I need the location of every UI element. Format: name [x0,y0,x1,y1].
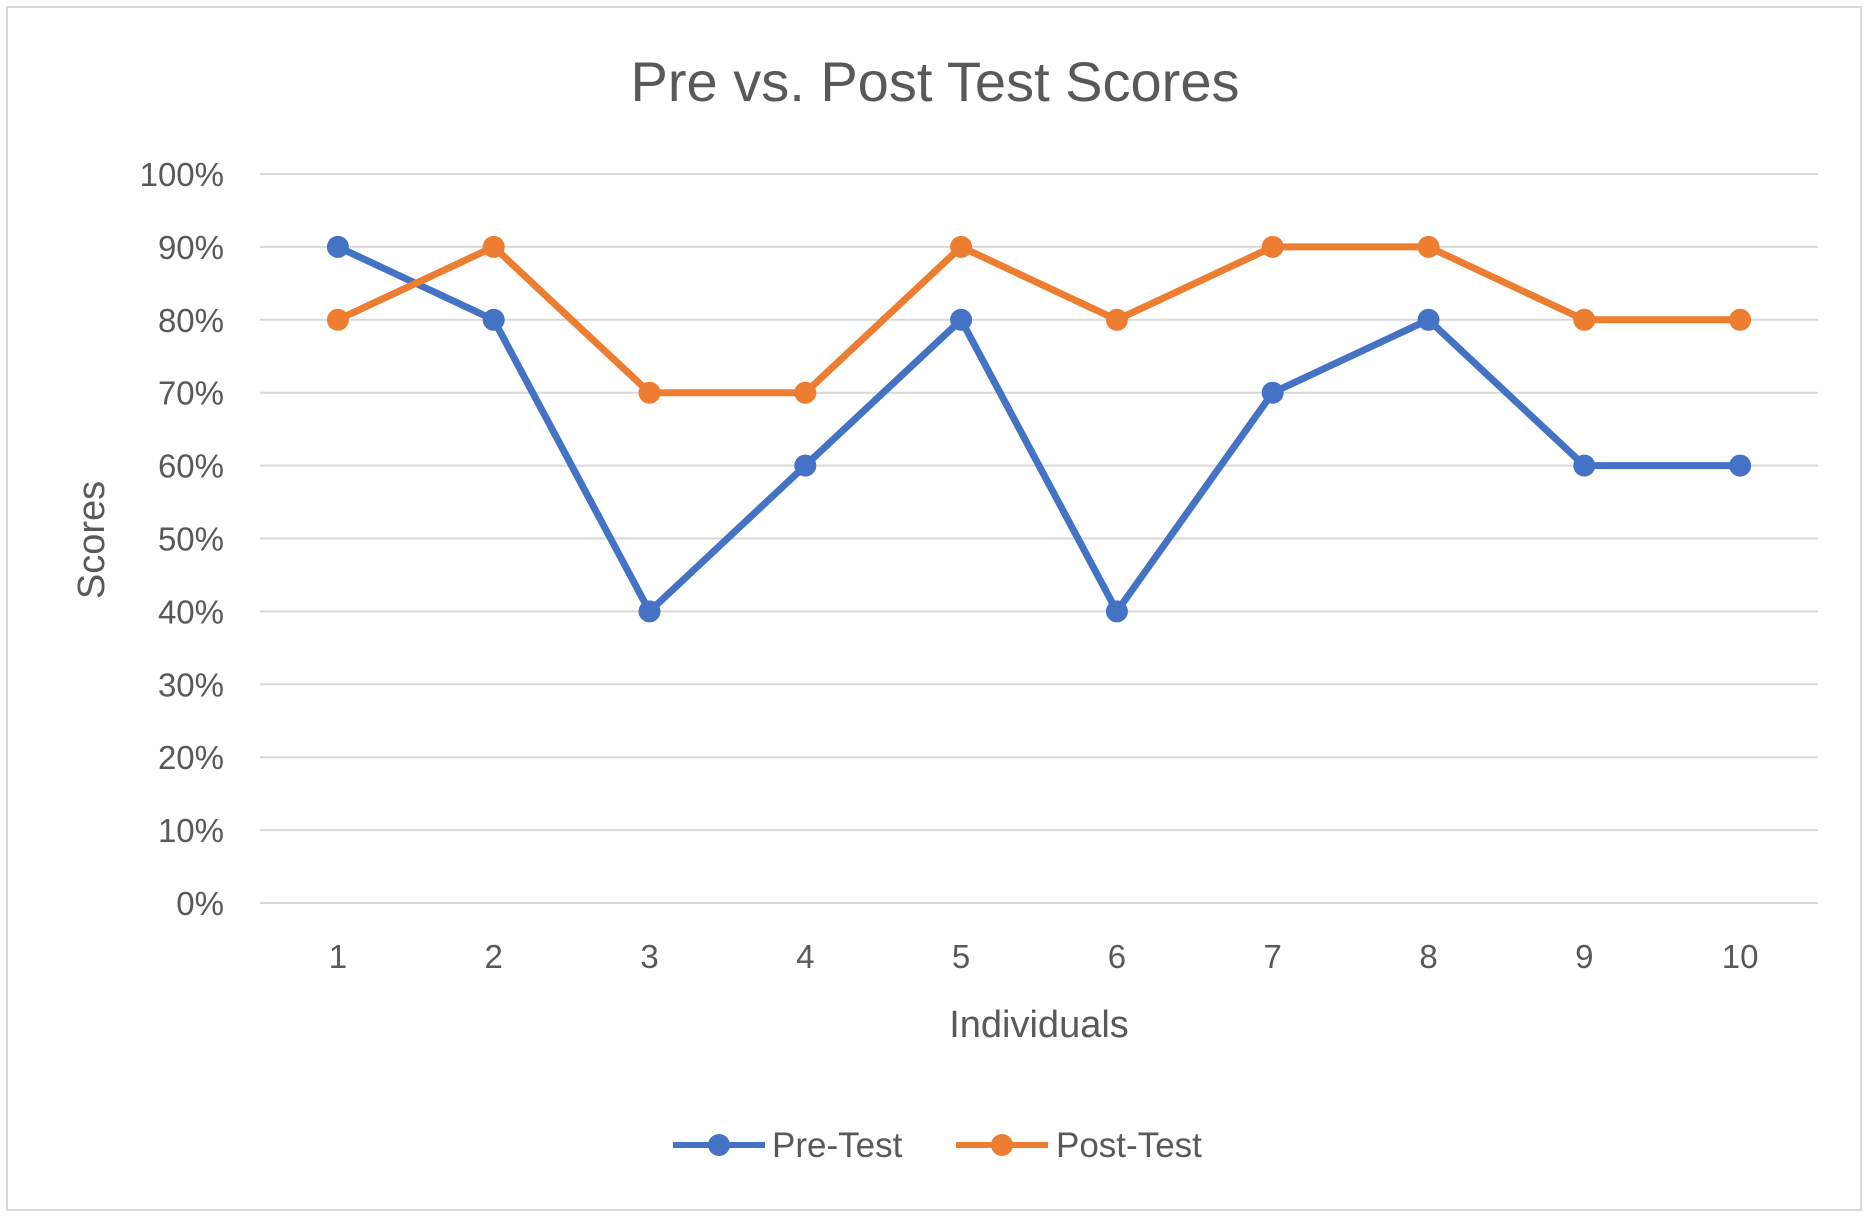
data-point [326,235,349,258]
y-tick-label: 80% [158,302,224,339]
legend-label-post-test: Post-Test [1056,1126,1202,1165]
data-point [794,454,817,477]
x-tick-label: 5 [952,938,970,975]
series-post-test [326,235,1752,404]
series-lines [326,235,1752,623]
legend-label-pre-test: Pre-Test [772,1126,903,1165]
y-tick-label: 90% [158,229,224,266]
x-tick-label: 4 [796,938,814,975]
legend: Pre-Test Post-Test [673,1126,1202,1165]
legend-item-post-test: Post-Test [956,1126,1202,1165]
x-tick-label: 2 [485,938,503,975]
legend-swatch-marker [991,1134,1013,1156]
x-tick-label: 8 [1419,938,1437,975]
data-point [1105,308,1128,331]
chart-title: Pre vs. Post Test Scores [631,50,1240,113]
series-pre-test [326,235,1752,623]
data-point [1417,235,1440,258]
y-tick-label: 10% [158,812,224,849]
y-axis-label: Scores [71,481,113,599]
data-point [638,381,661,404]
data-point [1573,308,1596,331]
y-tick-label: 40% [158,593,224,630]
data-point [950,235,973,258]
data-point [1573,454,1596,477]
y-tick-label: 20% [158,739,224,776]
x-tick-label: 6 [1108,938,1126,975]
y-tick-label: 100% [140,156,224,193]
chart-frame [6,6,1862,1211]
y-tick-label: 60% [158,448,224,485]
series-line [334,243,1744,615]
y-tick-label: 50% [158,521,224,558]
data-point [794,381,817,404]
y-tick-label: 0% [176,885,224,922]
data-point [326,308,349,331]
data-point [482,235,505,258]
x-tick-label: 10 [1722,938,1759,975]
data-point [1261,235,1284,258]
legend-item-pre-test: Pre-Test [673,1126,903,1165]
y-tick-label: 70% [158,375,224,412]
series-line [334,243,1744,397]
data-point [950,308,973,331]
data-point [482,308,505,331]
data-point [1417,308,1440,331]
y-tick-label: 30% [158,666,224,703]
data-point [1261,381,1284,404]
x-tick-label: 3 [640,938,658,975]
data-point [1729,308,1752,331]
x-axis-ticks: 1 2 3 4 5 6 7 8 9 10 [329,938,1759,975]
data-point [638,600,661,623]
gridlines [260,173,1818,904]
data-point [1729,454,1752,477]
x-tick-label: 1 [329,938,347,975]
x-tick-label: 7 [1264,938,1282,975]
y-axis-ticks: 0% 10% 20% 30% 40% 50% 60% 70% 80% 90% 100% [140,156,224,922]
data-point [1105,600,1128,623]
x-axis-label: Individuals [949,1004,1129,1046]
legend-swatch-marker [708,1134,730,1156]
x-tick-label: 9 [1575,938,1593,975]
